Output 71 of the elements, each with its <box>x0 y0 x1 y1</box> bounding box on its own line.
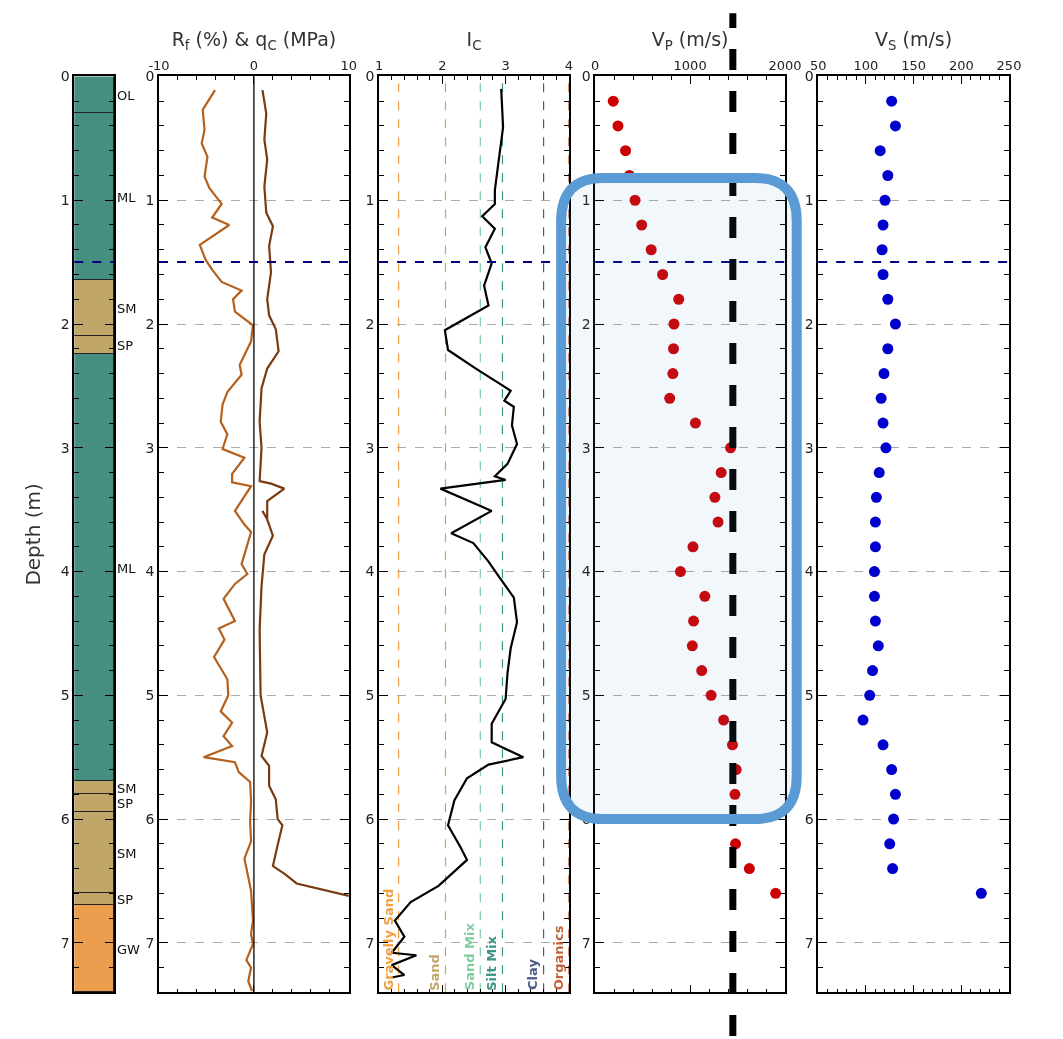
y-tick-label: 3 <box>145 439 155 456</box>
y-tick-label: 5 <box>804 687 814 704</box>
x-axis-title: V$_{S}$ (m/s) <box>875 27 953 53</box>
y-tick-label: 6 <box>145 810 155 827</box>
x-tick-label: 1000 <box>673 57 707 73</box>
series-label: SP <box>117 796 134 811</box>
y-tick-label: 2 <box>365 315 375 332</box>
series-label: SP <box>117 892 134 907</box>
y-tick-label: 0 <box>581 68 591 85</box>
y-tick-label: 3 <box>804 439 814 456</box>
y-tick-label: 4 <box>581 563 591 580</box>
ref-line-label: Organics <box>550 925 566 991</box>
y-tick-label: 2 <box>60 315 70 332</box>
y-tick-label: 3 <box>581 439 591 456</box>
y-tick-label: 0 <box>804 68 814 85</box>
x-tick-label: 3 <box>501 57 510 73</box>
y-tick-label: 7 <box>581 934 591 951</box>
y-tick-label: 5 <box>60 687 70 704</box>
y-tick-label: 4 <box>60 563 70 580</box>
y-tick-label: 7 <box>804 934 814 951</box>
x-tick-label: 4 <box>564 57 574 73</box>
series-label: GW <box>117 942 141 957</box>
ref-line-label: Silt Mix <box>484 935 500 991</box>
ref-line-label: Gravelly Sand <box>380 888 396 991</box>
y-tick-label: 1 <box>60 192 70 209</box>
y-tick-label: 7 <box>60 934 70 951</box>
series-label: SM <box>117 781 137 796</box>
y-tick-label: 1 <box>365 192 375 209</box>
y-tick-label: 4 <box>365 563 375 580</box>
x-tick-label: 0 <box>249 57 259 73</box>
x-tick-label: 10 <box>340 57 358 73</box>
y-tick-label: 1 <box>145 192 155 209</box>
x-axis-title: V$_{P}$ (m/s) <box>651 27 729 53</box>
series-label: SM <box>117 846 137 861</box>
series-label: ML <box>117 561 137 576</box>
x-tick-label: 150 <box>901 57 926 73</box>
y-tick-label: 2 <box>145 315 155 332</box>
x-axis-title: R$_{f}$ (%) & q$_{C}$ (MPa) <box>171 27 337 53</box>
y-tick-label: 7 <box>145 934 155 951</box>
y-tick-label: 1 <box>581 192 591 209</box>
y-tick-label: 5 <box>145 687 155 704</box>
x-tick-label: 250 <box>996 57 1022 73</box>
y-tick-label: 0 <box>365 68 375 85</box>
y-tick-label: 5 <box>581 687 591 704</box>
y-tick-label: 6 <box>365 810 375 827</box>
series-label: ML <box>117 190 137 205</box>
y-tick-label: 4 <box>145 563 155 580</box>
y-tick-label: 7 <box>365 934 375 951</box>
y-tick-label: 5 <box>365 687 375 704</box>
y-tick-label: 2 <box>804 315 814 332</box>
series-label: OL <box>117 88 136 103</box>
series-label: SM <box>117 301 137 316</box>
ref-line-label: Clay <box>525 958 541 990</box>
y-tick-label: 0 <box>145 68 155 85</box>
x-tick-label: 2 <box>438 57 447 73</box>
ref-line-label: Sand Mix <box>462 922 478 991</box>
y-tick-label: 2 <box>581 315 591 332</box>
x-tick-label: 2000 <box>768 57 802 73</box>
y-tick-label: 1 <box>804 192 814 209</box>
y-tick-label: 3 <box>365 439 375 456</box>
series-label: SP <box>117 338 134 353</box>
y-tick-label: 6 <box>804 810 814 827</box>
y-tick-label: 3 <box>60 439 70 456</box>
x-tick-label: 100 <box>853 57 879 73</box>
y-tick-label: 6 <box>60 810 70 827</box>
y-tick-label: 0 <box>60 68 70 85</box>
x-tick-label: 200 <box>948 57 974 73</box>
y-tick-label: 4 <box>804 563 814 580</box>
y-axis-title: Depth (m) <box>20 483 45 586</box>
ref-line-label: Sand <box>427 954 443 991</box>
x-axis-title: I$_{C}$ <box>466 27 482 53</box>
